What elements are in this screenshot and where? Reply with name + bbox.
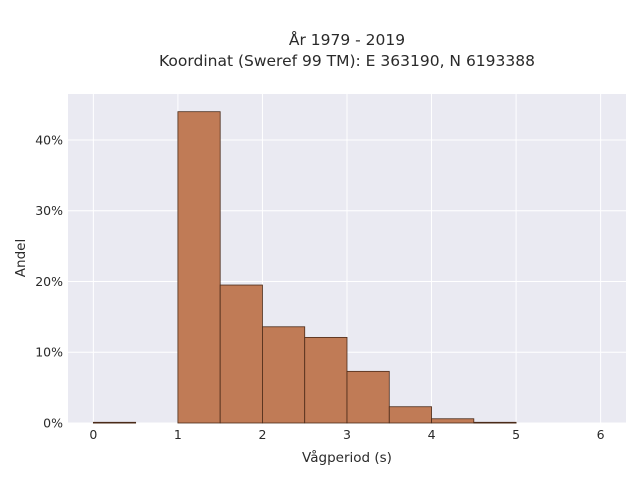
histogram-bar-4 [262, 326, 306, 424]
y-axis-label: Andel [13, 239, 29, 277]
x-tick-label-6: 6 [597, 427, 605, 442]
y-tick-label-4: 40% [35, 132, 63, 147]
y-tick-label-3: 30% [35, 203, 63, 218]
y-tick-labels: 0% 10% 20% 30% 40% [35, 132, 63, 430]
histogram-bar-7 [388, 406, 432, 424]
y-tick-label-0: 0% [43, 416, 63, 431]
x-tick-label-5: 5 [512, 427, 520, 442]
y-tick-label-2: 20% [35, 274, 63, 289]
y-tick-label-1: 10% [35, 345, 63, 360]
histogram-bar-5 [304, 336, 348, 424]
x-tick-label-1: 1 [174, 427, 182, 442]
histogram-bar-2 [177, 111, 221, 424]
x-tick-label-0: 0 [89, 427, 97, 442]
x-tick-label-2: 2 [258, 427, 266, 442]
chart-title: År 1979 - 2019 [289, 30, 405, 49]
histogram-bar-9 [473, 421, 517, 424]
histogram-bar-6 [346, 370, 390, 424]
histogram-bar-3 [219, 284, 263, 424]
x-tick-label-3: 3 [343, 427, 351, 442]
chart-subtitle: Koordinat (Sweref 99 TM): E 363190, N 61… [159, 52, 535, 70]
x-axis-label: Vågperiod (s) [302, 449, 392, 466]
histogram-bar-8 [431, 418, 475, 424]
x-tick-labels: 0 1 2 3 4 5 6 [89, 427, 604, 442]
x-tick-label-4: 4 [428, 427, 436, 442]
bars [92, 111, 517, 424]
histogram-bar-0 [92, 421, 137, 424]
